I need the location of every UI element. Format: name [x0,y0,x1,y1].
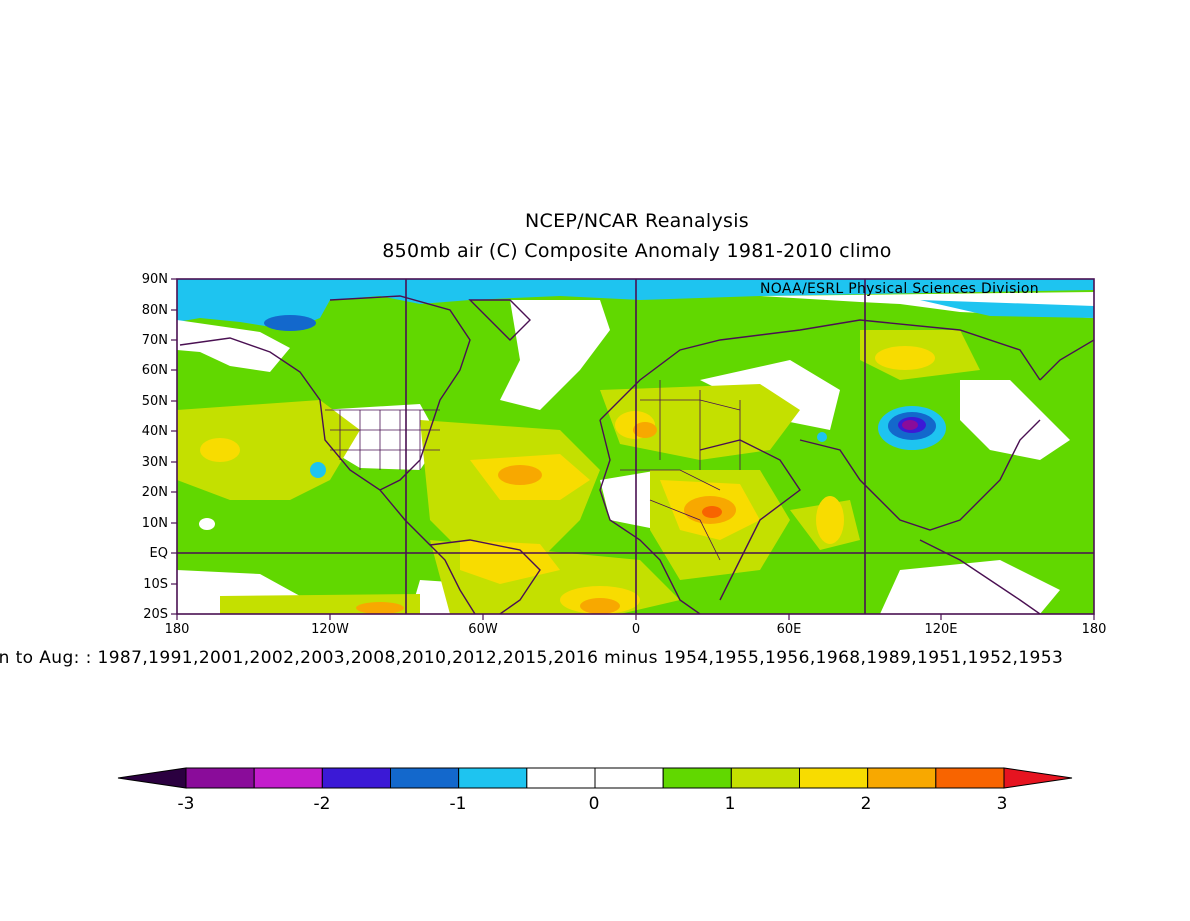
colorbar-label: -1 [449,794,467,814]
colorbar-segment [458,767,528,789]
warm-core-south-atlantic [580,598,620,614]
warm-anomaly-brazil [460,540,560,584]
cold-anomaly-mongolia-min [902,420,918,430]
credit-text: NOAA/ESRL Physical Sciences Division [760,281,1039,297]
lat-label: 40N [141,424,168,439]
lat-label: EQ [149,546,168,561]
colorbar-segment [799,767,869,789]
neutral-australia [880,560,1060,614]
colorbar-segment [526,767,596,789]
colorbar-label: -2 [313,794,331,814]
colorbar-segment [185,767,255,789]
colorbar-segment [867,767,937,789]
map-title: NCEP/NCAR Reanalysis [524,210,750,232]
axis-ticks [171,278,1095,620]
lon-label: 120E [924,622,958,637]
composite-years-text: Jun to Aug: : 1987,1991,2001,2002,2003,2… [0,648,1064,668]
colorbar [117,767,1073,789]
warm-anomaly-india [816,496,844,544]
colorbar-segment [253,767,323,789]
neutral-alaska [177,320,290,372]
cold-anomaly-siberia [920,300,1094,318]
colorbar-segment [1003,767,1073,789]
lon-label: 60E [776,622,802,637]
lon-label: 180 [1081,622,1107,637]
warm-anomaly-east-siberia [875,346,935,370]
lat-label: 20N [141,485,168,500]
warm-core-south-pacific [356,602,404,614]
colorbar-label: 2 [860,794,872,814]
gridlines [177,279,1094,614]
colorbar-label: 1 [724,794,736,814]
colorbar-segment [730,767,800,789]
lon-label: 180 [164,622,190,637]
map-subtitle: 850mb air (C) Composite Anomaly 1981-201… [382,240,892,262]
lat-label: 50N [141,394,168,409]
warm-anomaly-hawaii [200,438,240,462]
lat-label: 90N [141,272,168,287]
lat-label: 30N [141,455,168,470]
lat-label: 10S [143,577,168,592]
lat-label: 20S [143,607,168,622]
neutral-spot [199,518,215,530]
lon-label: 60W [468,622,498,637]
colorbar-label: 3 [996,794,1008,814]
neutral-north-atlantic [500,300,610,410]
lat-label: 60N [141,363,168,378]
warm-core-atlantic [498,465,542,485]
neutral-east-asia [960,380,1070,460]
anomaly-contours [177,279,1094,614]
warm-core-iberia [633,422,657,438]
colorbar-segment [117,767,187,789]
colorbar-segment [935,767,1005,789]
lat-label: 70N [141,333,168,348]
colorbar-segment [390,767,460,789]
political-borders [325,380,741,561]
colorbar-segment [321,767,392,789]
lat-label: 10N [141,516,168,531]
cold-anomaly-beaufort [264,315,316,331]
colorbar-segment [594,767,664,789]
colorbar-label: -3 [177,794,195,814]
colorbar-segment [662,767,732,789]
lon-label: 120W [311,622,349,637]
colorbar-label: 0 [588,794,600,814]
cold-anomaly-central-asia-spot [817,432,827,442]
warm-core-max [702,506,722,518]
lon-label: 0 [631,622,641,637]
cold-anomaly-pacific-spot [310,462,326,478]
lat-label: 80N [141,303,168,318]
